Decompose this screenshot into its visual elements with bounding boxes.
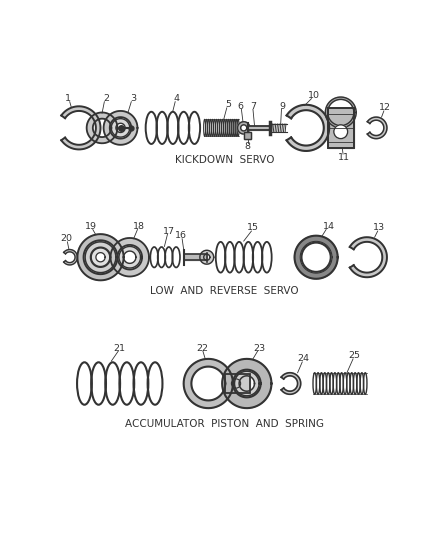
- Text: 20: 20: [60, 234, 73, 243]
- Polygon shape: [328, 108, 354, 148]
- Text: 15: 15: [247, 223, 259, 232]
- Polygon shape: [87, 112, 117, 143]
- Text: 7: 7: [250, 102, 256, 111]
- Polygon shape: [85, 242, 116, 273]
- Polygon shape: [281, 373, 301, 394]
- Text: KICKDOWN  SERVO: KICKDOWN SERVO: [175, 155, 274, 165]
- Bar: [244, 133, 251, 139]
- Text: 21: 21: [114, 344, 126, 353]
- Polygon shape: [350, 237, 387, 277]
- Polygon shape: [184, 359, 233, 408]
- Polygon shape: [237, 122, 250, 134]
- Polygon shape: [103, 111, 138, 145]
- Text: 2: 2: [103, 94, 109, 103]
- Text: 5: 5: [225, 100, 231, 109]
- Text: 24: 24: [298, 354, 310, 364]
- Polygon shape: [200, 251, 214, 264]
- Text: 8: 8: [244, 142, 251, 151]
- Bar: [225, 374, 250, 393]
- Text: 1: 1: [65, 94, 71, 103]
- Bar: [244, 133, 251, 139]
- Polygon shape: [367, 117, 387, 139]
- Polygon shape: [286, 105, 329, 151]
- Bar: [328, 108, 354, 148]
- Text: 17: 17: [163, 227, 175, 236]
- Text: 12: 12: [379, 103, 392, 112]
- Polygon shape: [64, 249, 78, 265]
- Text: 3: 3: [130, 94, 136, 103]
- Polygon shape: [78, 234, 124, 280]
- Polygon shape: [325, 97, 356, 128]
- Text: 14: 14: [322, 222, 335, 231]
- Polygon shape: [234, 371, 259, 396]
- Text: 6: 6: [238, 102, 244, 111]
- Text: 13: 13: [373, 223, 385, 232]
- Polygon shape: [184, 254, 207, 260]
- Polygon shape: [119, 246, 141, 268]
- Polygon shape: [225, 374, 250, 393]
- Text: 23: 23: [253, 344, 265, 353]
- Text: ACCUMULATOR  PISTON  AND  SPRING: ACCUMULATOR PISTON AND SPRING: [125, 418, 324, 429]
- Text: 22: 22: [196, 344, 208, 353]
- Polygon shape: [91, 248, 110, 266]
- Text: 10: 10: [308, 91, 320, 100]
- Text: 11: 11: [338, 152, 350, 161]
- Text: 9: 9: [279, 102, 285, 111]
- Polygon shape: [61, 106, 100, 149]
- Text: 25: 25: [349, 351, 360, 360]
- Circle shape: [334, 125, 348, 139]
- Circle shape: [301, 243, 331, 272]
- Text: 18: 18: [133, 222, 145, 231]
- Polygon shape: [294, 236, 338, 279]
- Polygon shape: [110, 238, 149, 277]
- Text: 16: 16: [175, 231, 187, 240]
- Text: LOW  AND  REVERSE  SERVO: LOW AND REVERSE SERVO: [150, 286, 299, 296]
- Polygon shape: [222, 359, 272, 408]
- Text: 19: 19: [85, 222, 97, 231]
- Text: 4: 4: [174, 94, 180, 103]
- Polygon shape: [111, 119, 130, 137]
- Polygon shape: [248, 126, 272, 130]
